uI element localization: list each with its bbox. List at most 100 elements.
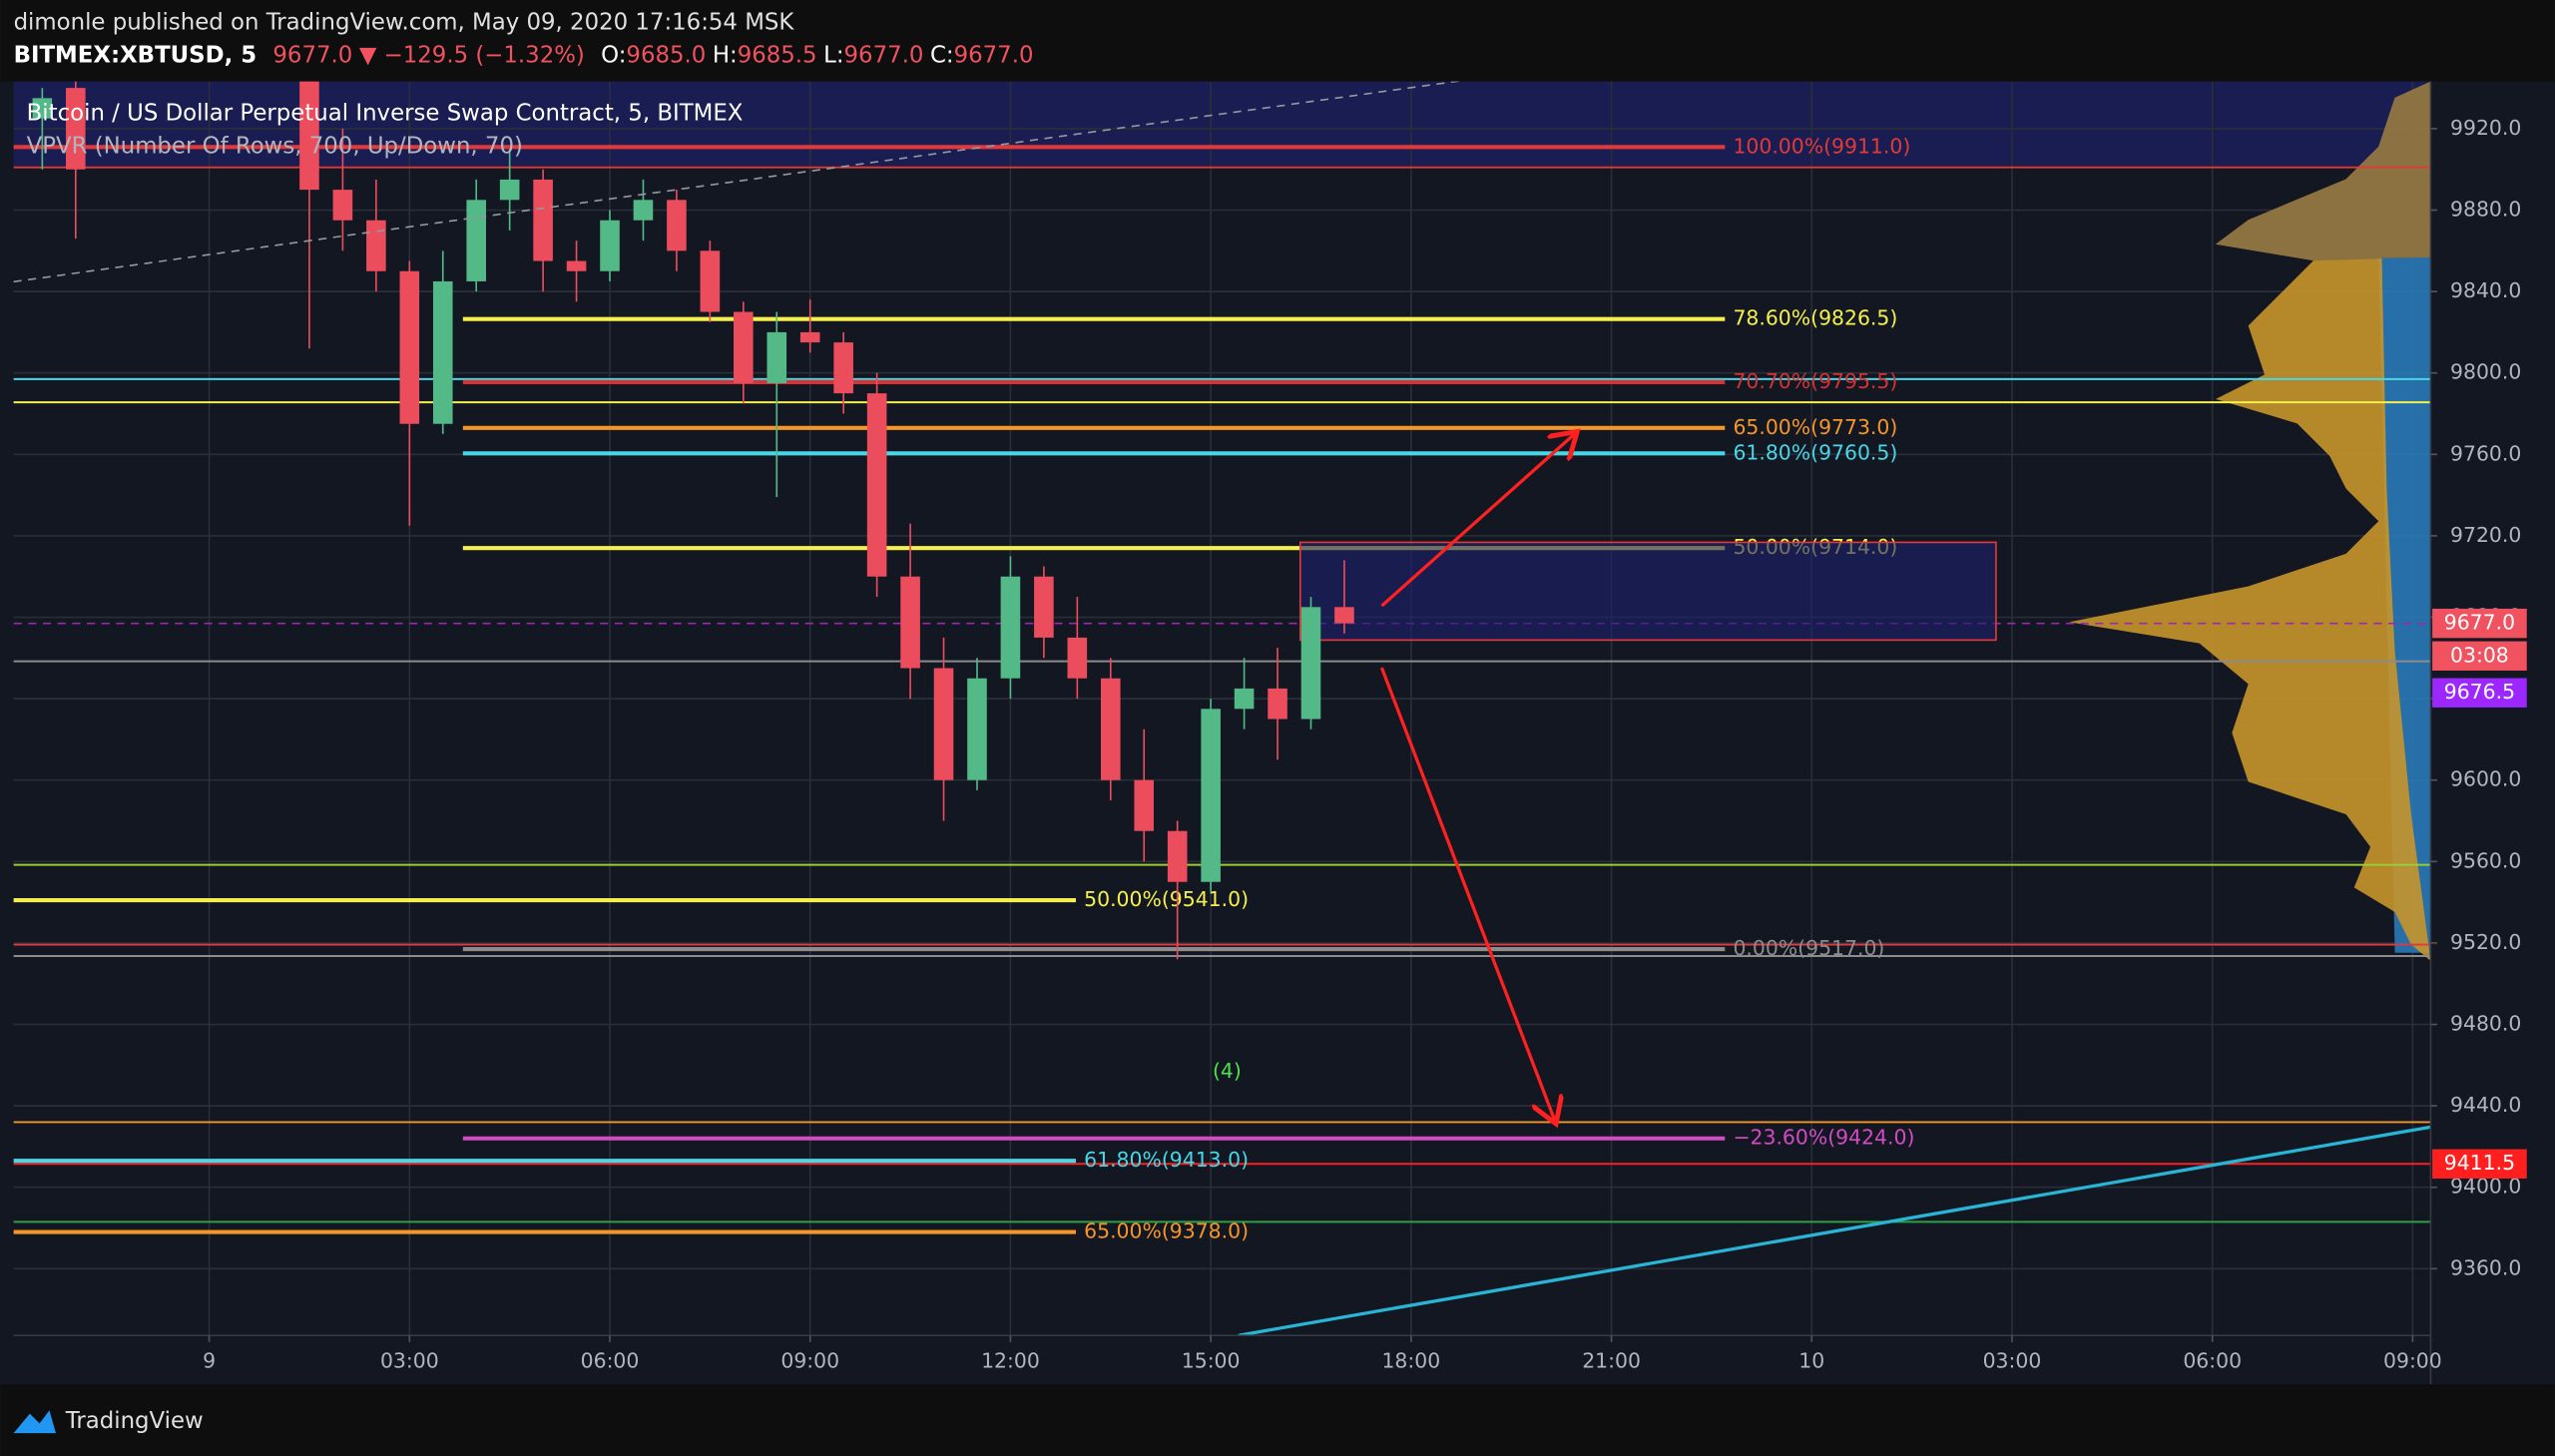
- candle-body: [799, 331, 820, 343]
- x-tick-label: 9: [203, 1348, 216, 1372]
- candle-body: [432, 280, 453, 424]
- price-badge-label: 9676.5: [2444, 680, 2515, 704]
- wave-label: (4): [1213, 1059, 1242, 1083]
- x-tick-label: 21:00: [1582, 1348, 1641, 1372]
- candle-body: [1268, 688, 1287, 720]
- ohlc-value: 9685.5: [738, 42, 817, 68]
- top-band: [13, 81, 2431, 167]
- candle-body: [566, 260, 587, 271]
- candle-body: [766, 331, 787, 383]
- price-badge-label: 9411.5: [2444, 1151, 2515, 1175]
- candle-body: [1300, 607, 1321, 720]
- ohlc-value: 9685.0: [626, 42, 706, 68]
- y-tick-label: 9480.0: [2450, 1012, 2521, 1036]
- vpvr: [2069, 81, 2431, 961]
- candle-body: [1067, 637, 1088, 679]
- candle-body: [1100, 678, 1121, 780]
- y-tick-label: 9520.0: [2450, 930, 2521, 954]
- fib-label: 70.70%(9795.5): [1733, 369, 1897, 393]
- annotations: [13, 81, 2431, 1336]
- x-tick-label: 15:00: [1182, 1348, 1241, 1372]
- candle-body: [66, 88, 86, 170]
- ohlc-key: O:: [601, 42, 626, 68]
- x-tick-label: 06:00: [2183, 1348, 2242, 1372]
- candle-body: [1167, 830, 1188, 882]
- x-tick-label: 09:00: [780, 1348, 839, 1372]
- candle-body: [366, 220, 386, 271]
- ohlc-key: L:: [823, 42, 843, 68]
- fib-label: −23.60%(9424.0): [1733, 1126, 1914, 1150]
- candle-body: [1201, 709, 1221, 882]
- fib-label: 61.80%(9413.0): [1084, 1148, 1249, 1172]
- x-tick-label: 10: [1798, 1348, 1824, 1372]
- y-tick-label: 9800.0: [2450, 360, 2521, 384]
- x-tick-label: 09:00: [2383, 1348, 2442, 1372]
- fib-label: 65.00%(9773.0): [1733, 415, 1897, 439]
- candle-body: [299, 81, 319, 191]
- fib-label: 61.80%(9760.5): [1733, 440, 1897, 464]
- candle-body: [1334, 607, 1354, 624]
- fib-label: 0.00%(9517.0): [1733, 936, 1884, 960]
- change: ▼ −129.5 (−1.32%): [359, 42, 585, 68]
- candle-body: [332, 190, 353, 221]
- header-line: BITMEX:XBTUSD, 5 9677.0 ▼ −129.5 (−1.32%) O…: [14, 42, 1034, 68]
- logo: [13, 1410, 57, 1434]
- candle-body: [32, 98, 53, 119]
- fib-label: 78.60%(9826.5): [1733, 306, 1897, 330]
- y-tick-label: 9760.0: [2450, 441, 2521, 465]
- candle-body: [399, 270, 420, 424]
- candle-body: [466, 200, 487, 281]
- candle-body: [734, 311, 754, 383]
- fib-label: 50.00%(9541.0): [1084, 887, 1249, 911]
- price-badge: [2432, 678, 2527, 708]
- y-tick-label: 9600.0: [2450, 767, 2521, 791]
- price-badge: [2432, 1149, 2527, 1179]
- candle-body: [1000, 576, 1021, 679]
- candle-body: [633, 200, 654, 221]
- fib-label: 65.00%(9378.0): [1084, 1219, 1249, 1243]
- candle-body: [700, 250, 721, 312]
- legend: Bitcoin / US Dollar Perpetual Inverse Sw…: [27, 101, 744, 127]
- indicator: VPVR (Number Of Rows, 700, Up/Down, 70): [27, 133, 523, 159]
- countdown: 03:08: [2450, 643, 2509, 667]
- candle-body: [933, 668, 954, 780]
- price-badge: [2432, 608, 2527, 639]
- candle-body: [667, 200, 687, 251]
- countdown-badge: [2432, 641, 2527, 671]
- ohlc-value: 9677.0: [954, 42, 1034, 68]
- candle-body: [866, 393, 887, 577]
- y-tick-label: 9560.0: [2450, 848, 2521, 872]
- x-tick-label: 12:00: [981, 1348, 1040, 1372]
- brand: TradingView: [65, 1408, 204, 1434]
- ohlc-key: H:: [713, 42, 738, 68]
- fib-label: 100.00%(9911.0): [1733, 134, 1910, 158]
- footer-bg: [0, 1384, 2555, 1456]
- x-tick-label: 06:00: [581, 1348, 640, 1372]
- ohlc-key: C:: [930, 42, 954, 68]
- candle-body: [833, 342, 853, 394]
- candle-body: [1034, 576, 1054, 638]
- price-badge-label: 9677.0: [2444, 611, 2515, 635]
- y-tick-label: 9720.0: [2450, 523, 2521, 547]
- candle-body: [1234, 688, 1255, 710]
- y-tick-label: 9440.0: [2450, 1093, 2521, 1117]
- y-tick-label: 9360.0: [2450, 1255, 2521, 1279]
- header-title: dimonle published on TradingView.com, Ma…: [14, 9, 795, 35]
- candle-body: [900, 576, 920, 669]
- y-tick-label: 9920.0: [2450, 116, 2521, 140]
- candle-body: [499, 179, 520, 201]
- candle-body: [600, 220, 620, 271]
- zone: [1298, 541, 1997, 642]
- ohlc-value: 9677.0: [844, 42, 924, 68]
- y-tick-label: 9880.0: [2450, 198, 2521, 222]
- x-tick-label: 03:00: [1983, 1348, 2042, 1372]
- candle-body: [967, 678, 987, 780]
- x-tick-label: 18:00: [1381, 1348, 1440, 1372]
- candle-body: [1134, 779, 1155, 831]
- y-tick-label: 9840.0: [2450, 278, 2521, 302]
- candle-body: [533, 179, 553, 261]
- header-bg: [0, 0, 2555, 82]
- last: 9677.0: [272, 42, 352, 68]
